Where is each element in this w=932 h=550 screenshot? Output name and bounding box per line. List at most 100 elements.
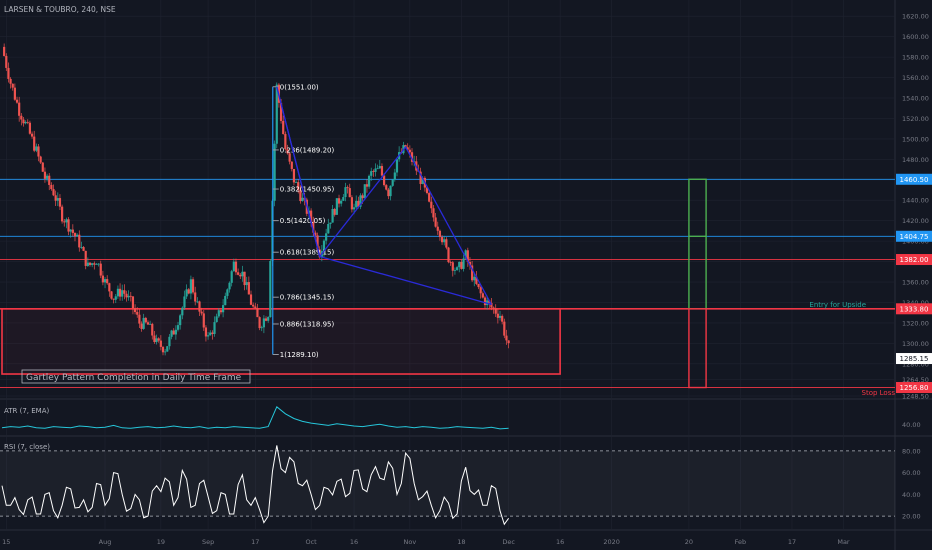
candle-body-81: [176, 325, 180, 330]
time-tick-label: 17: [788, 538, 796, 546]
candle-body-130: [282, 120, 285, 135]
candle-body-180: [389, 185, 392, 197]
candle-body-149: [322, 240, 326, 252]
candle-body-175: [378, 166, 381, 169]
candle-body-199: [430, 201, 433, 209]
candle-body-70: [153, 335, 156, 343]
candle-body-80: [174, 329, 177, 335]
candle-body-52: [114, 296, 117, 300]
candle-body-1: [5, 55, 8, 68]
candle-body-183: [395, 159, 399, 173]
buy-zone: [1, 307, 561, 375]
candle-body-98: [213, 322, 216, 334]
zone-layer: [1, 307, 561, 375]
candle-body-44: [97, 263, 100, 265]
candle-body-227: [490, 302, 493, 308]
candle-body-77: [168, 336, 171, 347]
candle-body-137: [297, 182, 300, 191]
time-tick-label: 18: [457, 538, 465, 546]
gartley-xa-line: [276, 86, 321, 257]
pattern-layer: [276, 86, 492, 306]
candle-body-205: [443, 239, 446, 243]
candle-body-42: [93, 263, 96, 265]
candle-body-88: [191, 279, 195, 293]
candle-body-34: [76, 234, 79, 237]
candle-body-189: [408, 149, 411, 153]
levels-layer: [0, 178, 895, 388]
candle-body-94: [204, 327, 208, 337]
price-tick-label: 1500.00: [902, 135, 929, 143]
atr-line: [1, 405, 509, 430]
candle-body-13: [30, 133, 34, 137]
price-tick-label: 1248.50: [902, 393, 929, 401]
candle-body-12: [28, 122, 32, 134]
candle-body-214: [462, 258, 465, 269]
candle-body-92: [200, 311, 203, 314]
candle-body-202: [436, 226, 439, 231]
candle-body-17: [39, 156, 42, 163]
candle-body-55: [121, 290, 124, 297]
candle-body-138: [299, 190, 302, 202]
price-tick-label: 1600.00: [902, 33, 929, 41]
candle-body-4: [11, 83, 14, 88]
time-tick-label: Aug: [99, 538, 112, 546]
candle-body-213: [460, 261, 463, 269]
candle-body-90: [196, 301, 199, 303]
candle-body-119: [258, 317, 261, 329]
candle-body-68: [149, 323, 152, 325]
candle-body-163: [352, 207, 356, 210]
candle-body-169: [365, 184, 369, 187]
candle-body-91: [198, 301, 201, 312]
candle-body-19: [43, 171, 47, 179]
rsi-tick-label: 40.00: [902, 491, 921, 499]
candle-body-3: [9, 78, 12, 84]
candle-body-74: [161, 346, 165, 353]
candle-body-104: [226, 289, 229, 296]
candle-body-121: [262, 318, 265, 328]
price-axis: 1620.00 1600.00 1580.00 1560.00 1540.00 1520.…: [896, 13, 932, 401]
candle-body-107: [232, 261, 235, 272]
candle-body-83: [181, 307, 184, 316]
candle-body-106: [230, 271, 233, 283]
fib-label: 0.618(1389.15): [280, 249, 335, 257]
candle-body-63: [138, 314, 141, 324]
candle-body-207: [447, 247, 450, 263]
time-tick-label: 15: [2, 538, 10, 546]
candle-body-235: [507, 340, 510, 344]
candle-body-204: [440, 236, 444, 243]
candle-body-109: [237, 272, 240, 275]
candle-body-167: [361, 195, 364, 199]
candle-body-228: [492, 307, 495, 309]
candle-body-22: [50, 184, 53, 190]
candle-body-64: [140, 323, 143, 329]
candle-body-112: [243, 271, 246, 286]
price-tick-label: 1420.00: [902, 217, 929, 225]
candle-body-49: [108, 283, 111, 292]
candle-body-144: [312, 221, 315, 233]
time-axis: 15 Aug 19 Sep 17 Oct 16 Nov 18 Dec 16 2020 20 Feb 17 Ma…: [2, 538, 850, 546]
candle-body-18: [41, 162, 44, 172]
candle-body-100: [217, 310, 220, 317]
candle-body-156: [337, 198, 341, 204]
level-label-box-1: [896, 230, 932, 242]
candle-body-23: [52, 189, 55, 196]
candle-body-53: [116, 288, 120, 297]
candle-body-145: [314, 232, 317, 236]
candle-body-82: [179, 315, 182, 326]
candle-body-8: [20, 115, 23, 120]
candle-body-35: [78, 234, 81, 248]
level-label: 1333.80: [900, 305, 929, 313]
candle-body-115: [249, 294, 253, 305]
candle-body-21: [48, 175, 51, 185]
candle-body-57: [125, 293, 128, 298]
candle-body-36: [80, 247, 83, 248]
candle-body-122: [264, 318, 268, 321]
candle-body-198: [428, 193, 431, 202]
candle-body-151: [327, 223, 330, 234]
candle-body-210: [453, 269, 457, 271]
gartley-bd-line: [319, 255, 492, 306]
candle-body-215: [464, 250, 467, 259]
fib-label: 0.886(1318.95): [280, 320, 335, 328]
